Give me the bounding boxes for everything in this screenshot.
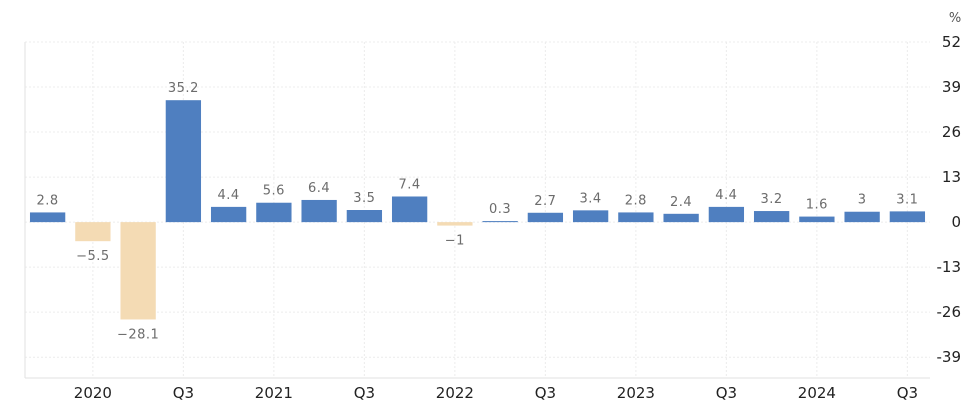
data-label: −28.1 [117, 327, 159, 342]
data-label: 35.2 [168, 81, 199, 96]
bar[interactable] [889, 211, 926, 223]
x-tick-label: 2022 [436, 384, 474, 402]
y-tick-label: -39 [937, 348, 962, 366]
x-tick-label: Q3 [716, 384, 737, 402]
bar[interactable] [799, 216, 835, 223]
data-label: 6.4 [308, 181, 330, 196]
bar[interactable] [618, 212, 654, 223]
x-tick-label: Q3 [897, 384, 918, 402]
y-tick-label: 13 [942, 168, 961, 186]
data-label: 0.3 [489, 202, 511, 217]
x-tick-label: 2021 [255, 384, 293, 402]
bar[interactable] [210, 206, 247, 223]
x-tick-label: 2024 [798, 384, 836, 402]
data-label: 5.6 [263, 184, 285, 199]
data-label: 3.4 [580, 191, 602, 206]
data-label: −5.5 [76, 249, 110, 264]
y-unit-label: % [949, 11, 961, 26]
bar[interactable] [572, 210, 609, 223]
data-label: 3 [858, 193, 867, 208]
bar[interactable] [482, 221, 518, 223]
y-tick-label: -13 [937, 258, 962, 276]
bar[interactable] [346, 210, 383, 223]
bar[interactable] [844, 211, 880, 223]
x-tick-label: 2020 [74, 384, 112, 402]
bar[interactable] [256, 202, 292, 223]
data-label: 4.4 [218, 188, 240, 203]
bar[interactable] [301, 199, 337, 223]
bar[interactable] [75, 222, 111, 242]
x-tick-label: Q3 [535, 384, 556, 402]
data-label: 1.6 [806, 198, 828, 213]
y-tick-label: -26 [937, 303, 962, 321]
y-tick-label: 52 [942, 33, 961, 51]
bar[interactable] [120, 222, 156, 320]
data-label: 2.7 [534, 194, 556, 209]
y-tick-label: 39 [942, 78, 961, 96]
data-label: 3.5 [353, 191, 375, 206]
y-tick-label: 0 [951, 213, 961, 231]
bar[interactable] [663, 213, 699, 223]
data-label: 2.8 [37, 193, 59, 208]
data-label: 7.4 [399, 177, 421, 192]
data-label: 2.4 [670, 195, 692, 210]
bar[interactable] [753, 211, 790, 223]
bar[interactable] [165, 100, 202, 223]
bar[interactable] [437, 222, 473, 226]
y-tick-label: 26 [942, 123, 961, 141]
x-tick-label: Q3 [173, 384, 194, 402]
data-label: 4.4 [715, 188, 737, 203]
data-label: 3.1 [896, 192, 918, 207]
data-label: 2.8 [625, 193, 647, 208]
bar[interactable] [29, 212, 66, 223]
data-label: 3.2 [761, 192, 783, 207]
x-tick-label: 2023 [617, 384, 655, 402]
bar[interactable] [391, 196, 428, 223]
x-tick-label: Q3 [354, 384, 375, 402]
data-label: −1 [445, 234, 465, 249]
bar[interactable] [708, 206, 745, 223]
bar[interactable] [527, 212, 564, 223]
